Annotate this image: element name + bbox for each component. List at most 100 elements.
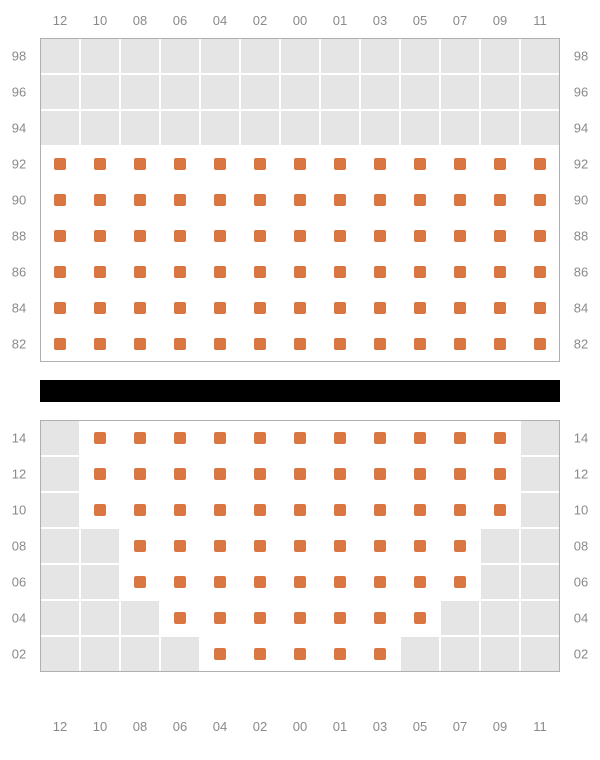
seat-available[interactable] <box>280 420 320 456</box>
seat-available[interactable] <box>360 528 400 564</box>
seat-available[interactable] <box>440 254 480 290</box>
seat-available[interactable] <box>200 290 240 326</box>
seat-available[interactable] <box>280 492 320 528</box>
seat-available[interactable] <box>320 182 360 218</box>
seat-available[interactable] <box>480 420 520 456</box>
seat-available[interactable] <box>120 492 160 528</box>
seat-available[interactable] <box>320 636 360 672</box>
seat-available[interactable] <box>200 564 240 600</box>
seat-available[interactable] <box>440 456 480 492</box>
seat-available[interactable] <box>520 218 560 254</box>
seat-available[interactable] <box>360 326 400 362</box>
seat-available[interactable] <box>120 182 160 218</box>
seat-available[interactable] <box>480 290 520 326</box>
seat-available[interactable] <box>120 254 160 290</box>
seat-available[interactable] <box>440 182 480 218</box>
seat-available[interactable] <box>280 600 320 636</box>
seat-available[interactable] <box>160 456 200 492</box>
seat-available[interactable] <box>200 420 240 456</box>
seat-available[interactable] <box>160 290 200 326</box>
seat-available[interactable] <box>400 492 440 528</box>
seat-available[interactable] <box>240 492 280 528</box>
seat-available[interactable] <box>240 636 280 672</box>
seat-available[interactable] <box>160 528 200 564</box>
seat-available[interactable] <box>240 456 280 492</box>
seat-available[interactable] <box>120 326 160 362</box>
seat-available[interactable] <box>400 326 440 362</box>
seat-available[interactable] <box>240 218 280 254</box>
seat-available[interactable] <box>480 456 520 492</box>
seat-available[interactable] <box>160 600 200 636</box>
seat-available[interactable] <box>160 182 200 218</box>
seat-available[interactable] <box>440 326 480 362</box>
seat-available[interactable] <box>480 218 520 254</box>
seat-available[interactable] <box>320 564 360 600</box>
seat-available[interactable] <box>400 456 440 492</box>
seat-available[interactable] <box>80 492 120 528</box>
seat-available[interactable] <box>120 456 160 492</box>
seat-available[interactable] <box>440 290 480 326</box>
seat-available[interactable] <box>400 218 440 254</box>
seat-available[interactable] <box>240 528 280 564</box>
seat-available[interactable] <box>40 218 80 254</box>
seat-available[interactable] <box>360 492 400 528</box>
seat-available[interactable] <box>320 146 360 182</box>
seat-available[interactable] <box>320 492 360 528</box>
seat-available[interactable] <box>40 182 80 218</box>
seat-available[interactable] <box>160 218 200 254</box>
seat-available[interactable] <box>40 146 80 182</box>
seat-available[interactable] <box>360 290 400 326</box>
seat-available[interactable] <box>400 290 440 326</box>
seat-available[interactable] <box>440 492 480 528</box>
seat-available[interactable] <box>480 254 520 290</box>
seat-available[interactable] <box>320 528 360 564</box>
seat-available[interactable] <box>520 182 560 218</box>
seat-available[interactable] <box>280 564 320 600</box>
seat-available[interactable] <box>240 290 280 326</box>
seat-available[interactable] <box>520 326 560 362</box>
seat-available[interactable] <box>280 456 320 492</box>
seat-available[interactable] <box>80 456 120 492</box>
seat-available[interactable] <box>280 182 320 218</box>
seat-available[interactable] <box>120 420 160 456</box>
seat-available[interactable] <box>400 420 440 456</box>
seat-available[interactable] <box>360 636 400 672</box>
seat-available[interactable] <box>360 420 400 456</box>
seat-available[interactable] <box>320 326 360 362</box>
seat-available[interactable] <box>160 492 200 528</box>
seat-available[interactable] <box>240 254 280 290</box>
seat-available[interactable] <box>480 492 520 528</box>
seat-available[interactable] <box>120 218 160 254</box>
seat-available[interactable] <box>280 636 320 672</box>
seat-available[interactable] <box>200 254 240 290</box>
seat-available[interactable] <box>520 254 560 290</box>
seat-available[interactable] <box>200 636 240 672</box>
seat-available[interactable] <box>160 420 200 456</box>
seat-available[interactable] <box>160 326 200 362</box>
seat-available[interactable] <box>440 218 480 254</box>
seat-available[interactable] <box>360 146 400 182</box>
seat-available[interactable] <box>80 420 120 456</box>
seat-available[interactable] <box>280 218 320 254</box>
seat-available[interactable] <box>120 290 160 326</box>
seat-available[interactable] <box>160 146 200 182</box>
seat-available[interactable] <box>440 146 480 182</box>
seat-available[interactable] <box>80 146 120 182</box>
seat-available[interactable] <box>240 564 280 600</box>
seat-available[interactable] <box>240 182 280 218</box>
seat-available[interactable] <box>200 146 240 182</box>
seat-available[interactable] <box>320 254 360 290</box>
seat-available[interactable] <box>400 528 440 564</box>
seat-available[interactable] <box>440 564 480 600</box>
seat-available[interactable] <box>400 182 440 218</box>
seat-available[interactable] <box>40 290 80 326</box>
seat-available[interactable] <box>80 290 120 326</box>
seat-available[interactable] <box>320 420 360 456</box>
seat-available[interactable] <box>480 182 520 218</box>
seat-available[interactable] <box>240 146 280 182</box>
seat-available[interactable] <box>360 218 400 254</box>
seat-available[interactable] <box>320 600 360 636</box>
seat-available[interactable] <box>120 146 160 182</box>
seat-available[interactable] <box>320 218 360 254</box>
seat-available[interactable] <box>80 326 120 362</box>
